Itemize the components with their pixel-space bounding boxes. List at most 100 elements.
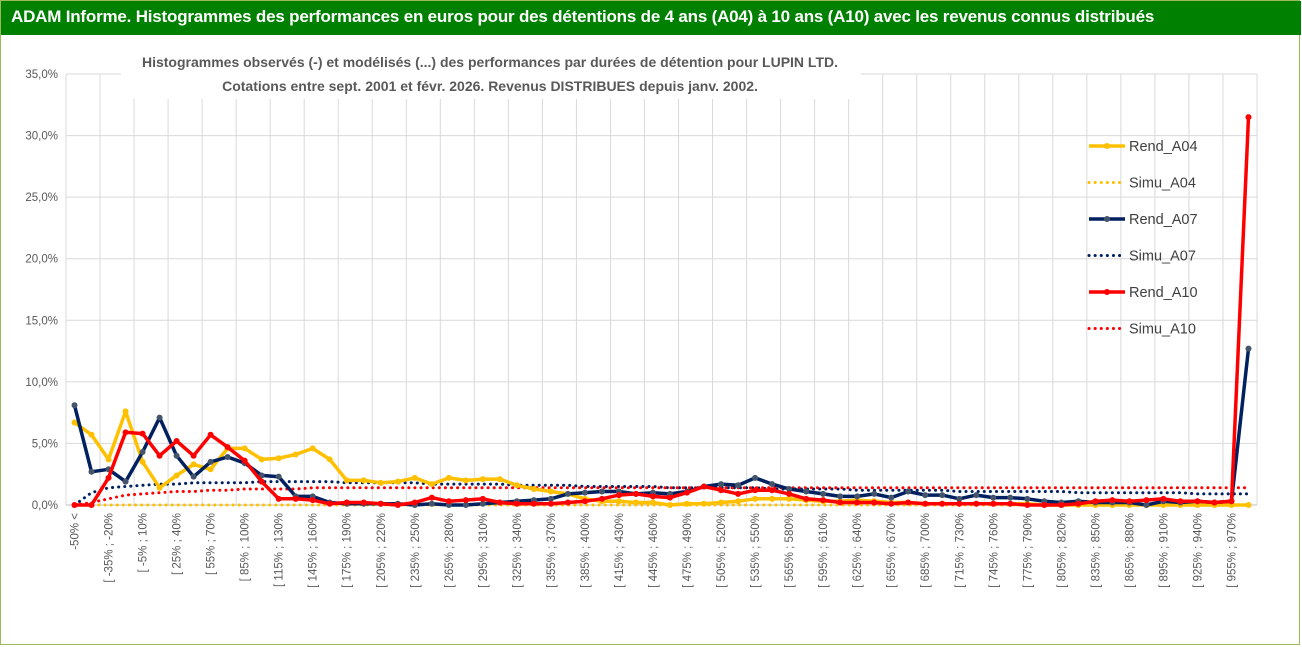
data-point-Rend_A10 (275, 495, 282, 502)
data-point-Rend_A10 (701, 483, 708, 490)
data-point-Rend_A07 (122, 478, 129, 485)
series-layer (71, 114, 1252, 508)
data-point-Rend_A04 (105, 456, 112, 463)
data-point-Rend_A10 (1007, 500, 1014, 507)
data-point-Rend_A04 (309, 445, 316, 452)
data-point-Rend_A10 (990, 500, 997, 507)
data-point-Rend_A10 (1092, 498, 1099, 505)
y-tick-label: 20,0% (25, 254, 58, 266)
x-tick-label: [ 355% ; 370% (546, 513, 558, 588)
legend-label-Simu_A04: Simu_A04 (1129, 176, 1196, 192)
data-point-Rend_A10 (122, 429, 129, 436)
data-point-Rend_A04 (649, 499, 656, 506)
data-point-Rend_A07 (939, 492, 946, 499)
data-point-Rend_A10 (445, 498, 452, 505)
data-point-Rend_A07 (769, 481, 776, 488)
series-line-Rend_A07 (72, 348, 1251, 507)
data-point-Rend_A04 (718, 499, 725, 506)
data-point-Rend_A07 (581, 489, 588, 496)
x-tick-label: [ 925% ; 940% (1192, 513, 1204, 588)
data-point-Rend_A10 (513, 500, 520, 507)
data-point-Rend_A04 (769, 495, 776, 502)
x-tick-label: [ 715% ; 730% (954, 513, 966, 588)
data-point-Rend_A10 (581, 498, 588, 505)
data-point-Rend_A10 (496, 499, 503, 506)
data-point-Rend_A07 (837, 493, 844, 500)
data-point-Rend_A07 (956, 495, 963, 502)
data-point-Rend_A10 (1143, 497, 1150, 504)
data-point-Rend_A10 (173, 437, 180, 444)
data-point-Rend_A07 (224, 453, 231, 460)
data-point-Rend_A07 (752, 474, 759, 481)
data-point-Rend_A04 (88, 431, 95, 438)
data-point-Rend_A04 (632, 499, 639, 506)
data-point-Rend_A07 (428, 500, 435, 507)
data-point-Rend_A10 (888, 500, 895, 507)
legend: Rend_A04 Simu_A04 Rend_A07 Simu_A07 Rend_A10… (1087, 139, 1198, 338)
x-tick-label: [ 835% ; 850% (1090, 513, 1102, 588)
data-point-Rend_A10 (1160, 495, 1167, 502)
data-point-Rend_A10 (769, 487, 776, 494)
data-point-Rend_A04 (394, 478, 401, 485)
x-tick-label: [ 595% ; 610% (818, 513, 830, 588)
data-point-Rend_A10 (615, 492, 622, 499)
y-tick-label: 15,0% (25, 315, 58, 327)
data-point-Rend_A10 (224, 444, 231, 451)
data-point-Rend_A10 (1126, 498, 1133, 505)
data-point-Rend_A04 (786, 495, 793, 502)
data-point-Rend_A10 (973, 500, 980, 507)
data-point-Rend_A04 (530, 485, 537, 492)
x-tick-label: [ 445% ; 460% (648, 513, 660, 588)
data-point-Rend_A07 (1143, 502, 1150, 508)
y-tick-label: 25,0% (25, 192, 58, 204)
data-point-Rend_A10 (428, 494, 435, 501)
data-point-Rend_A10 (292, 495, 299, 502)
data-point-Rend_A04 (190, 461, 197, 468)
data-point-Rend_A04 (547, 488, 554, 495)
data-point-Rend_A07 (1024, 495, 1031, 502)
data-point-Rend_A10 (309, 497, 316, 504)
x-tick-label: [ 25% ; 40% (172, 513, 184, 575)
data-point-Rend_A04 (513, 482, 520, 489)
legend-label-Simu_A07: Simu_A07 (1129, 249, 1196, 265)
data-point-Rend_A10 (88, 502, 95, 508)
data-point-Rend_A10 (854, 499, 861, 506)
data-point-Rend_A10 (1075, 500, 1082, 507)
data-point-Rend_A07 (598, 488, 605, 495)
data-point-Rend_A10 (905, 499, 912, 506)
data-point-Rend_A10 (820, 497, 827, 504)
data-point-Rend_A10 (71, 502, 78, 508)
x-tick-label: [ 775% ; 790% (1022, 513, 1034, 588)
x-tick-label: [ 955% ; 970% (1226, 513, 1238, 588)
data-point-Rend_A10 (377, 500, 384, 507)
chart-title-line: Histogrammes observés (-) et modélisés (… (142, 54, 838, 70)
legend-marker-Rend_A10 (1104, 289, 1110, 295)
data-point-Rend_A07 (173, 452, 180, 459)
data-point-Rend_A07 (854, 493, 861, 500)
data-point-Rend_A04 (684, 500, 691, 507)
data-point-Rend_A07 (139, 449, 146, 456)
y-tick-label: 10,0% (25, 377, 58, 389)
data-point-Rend_A07 (275, 473, 282, 480)
data-point-Rend_A10 (530, 500, 537, 507)
data-point-Rend_A10 (752, 487, 759, 494)
data-point-Rend_A10 (939, 500, 946, 507)
x-tick-label: [ 655% ; 670% (886, 513, 898, 588)
data-point-Rend_A10 (1024, 502, 1031, 508)
data-point-Rend_A10 (343, 499, 350, 506)
data-point-Rend_A07 (973, 492, 980, 499)
header-bar: ADAM Informe. Histogrammes des performan… (1, 1, 1301, 35)
x-tick-label: -50% < (70, 513, 82, 550)
x-tick-label: [ 115% ; 130% (274, 513, 286, 587)
data-point-Rend_A10 (1041, 502, 1048, 508)
x-tick-label: [ -5% ; 10% (138, 513, 150, 572)
data-point-Rend_A07 (1245, 345, 1252, 352)
data-point-Rend_A04 (156, 484, 163, 491)
data-point-Rend_A10 (1177, 498, 1184, 505)
gridlines (65, 73, 1258, 506)
x-tick-label: [ 685% ; 700% (920, 513, 932, 588)
y-tick-label: 0,0% (32, 500, 58, 512)
data-point-Rend_A10 (803, 495, 810, 502)
